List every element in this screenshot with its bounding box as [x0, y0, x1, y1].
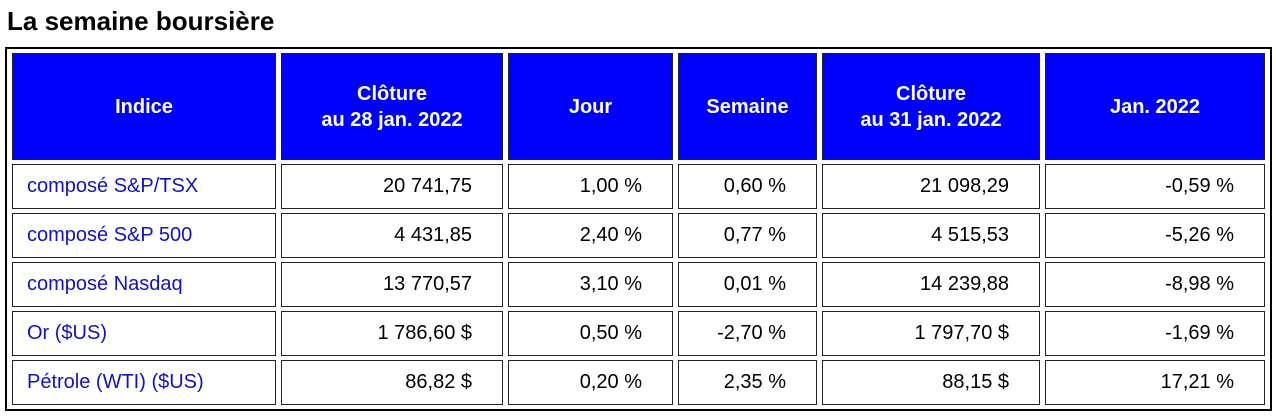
value-cell: -0,59 % — [1045, 164, 1265, 209]
value-cell: 0,01 % — [678, 262, 817, 307]
page-title: La semaine boursière — [7, 6, 275, 36]
column-header-line: Indice — [115, 95, 173, 118]
value-cell: 86,82 $ — [281, 360, 503, 405]
value-cell: 88,15 $ — [822, 360, 1040, 405]
table-row: Pétrole (WTI) ($US) 86,82 $0,20 % 2,35 % 88… — [12, 360, 1265, 405]
value-cell: -5,26 % — [1045, 213, 1265, 258]
table-row: composé S&P 500 4 431,85 2,40 % 0,77 % 4 515… — [12, 213, 1265, 258]
index-name: Pétrole (WTI) ($US) — [12, 360, 276, 405]
value-cell: -2,70 % — [678, 311, 817, 356]
header-row: Indice Clôture au 28 jan. 2022 Jour Semaine C… — [12, 53, 1265, 160]
index-name: composé Nasdaq — [12, 262, 276, 307]
column-header-line: Jour — [568, 95, 613, 118]
index-name: composé S&P/TSX — [12, 164, 276, 209]
column-header-line: Clôture — [357, 82, 427, 105]
value-cell: 4 515,53 — [822, 213, 1040, 258]
value-cell: -1,69 % — [1045, 311, 1265, 356]
column-header: Jan. 2022 — [1045, 53, 1265, 160]
value-cell: 13 770,57 — [281, 262, 503, 307]
column-header-line: au 31 jan. 2022 — [860, 108, 1002, 131]
value-cell: 1,00 % — [508, 164, 673, 209]
table-row: Or ($US) 1 786,60 $0,50 % -2,70 % 1 797,70 … — [12, 311, 1265, 356]
column-header-line: Jan. 2022 — [1109, 95, 1201, 118]
value-cell: 2,35 % — [678, 360, 817, 405]
value-cell: 14 239,88 — [822, 262, 1040, 307]
column-header: Indice — [12, 53, 276, 160]
value-cell: 3,10 % — [508, 262, 673, 307]
value-cell: -8,98 % — [1045, 262, 1265, 307]
market-table: Indice Clôture au 28 jan. 2022 Jour Semaine C… — [5, 47, 1272, 411]
value-cell: 1 786,60 $ — [281, 311, 503, 356]
value-cell: 1 797,70 $ — [822, 311, 1040, 356]
value-cell: 0,20 % — [508, 360, 673, 405]
table-row: composé Nasdaq 13 770,57 3,10 % 0,01 % 14 23… — [12, 262, 1265, 307]
value-cell: 17,21 % — [1045, 360, 1265, 405]
table-row: composé S&P/TSX 20 741,75 1,00 % 0,60 % 21 0… — [12, 164, 1265, 209]
value-cell: 4 431,85 — [281, 213, 503, 258]
value-cell: 21 098,29 — [822, 164, 1040, 209]
column-header-line: Semaine — [706, 95, 789, 118]
column-header-line: au 28 jan. 2022 — [321, 108, 463, 131]
index-name: Or ($US) — [12, 311, 276, 356]
table-body: composé S&P/TSX 20 741,75 1,00 % 0,60 % 21 0… — [12, 164, 1265, 405]
value-cell: 0,77 % — [678, 213, 817, 258]
value-cell: 20 741,75 — [281, 164, 503, 209]
value-cell: 0,50 % — [508, 311, 673, 356]
value-cell: 0,60 % — [678, 164, 817, 209]
column-header: Jour — [508, 53, 673, 160]
column-header: Clôture au 31 jan. 2022 — [822, 53, 1040, 160]
column-header: Semaine — [678, 53, 817, 160]
index-name: composé S&P 500 — [12, 213, 276, 258]
column-header: Clôture au 28 jan. 2022 — [281, 53, 503, 160]
value-cell: 2,40 % — [508, 213, 673, 258]
column-header-line: Clôture — [896, 82, 966, 105]
